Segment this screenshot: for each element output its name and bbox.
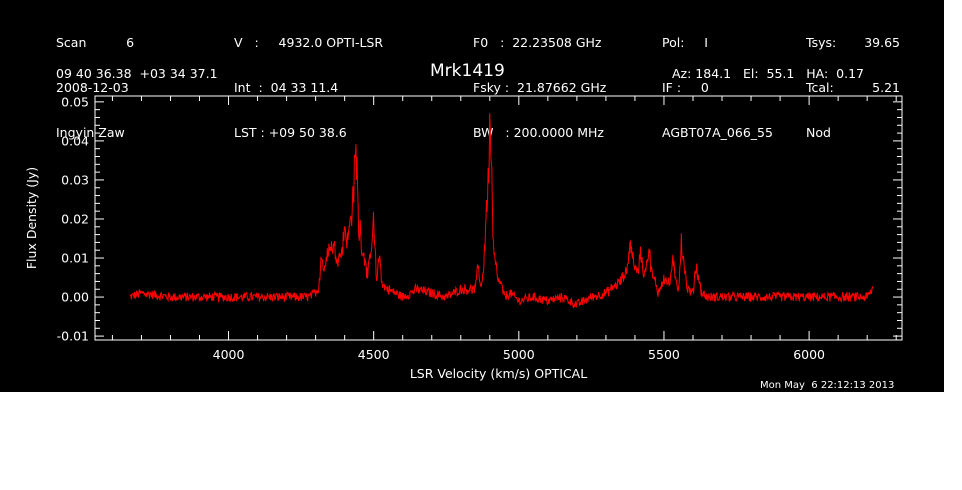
header-az-el-ha: Az: 184.1 El: 55.1 HA: 0.17 [672, 66, 865, 81]
header-tcal-label: Tcal: [806, 80, 834, 95]
y-tick-label: 0.00 [61, 290, 89, 305]
x-axis-ticks: 4000 4500 5000 5500 6000 [111, 96, 897, 362]
header-date: 2008-12-03 [56, 80, 129, 95]
header-coords: 09 40 36.38 +03 34 37.1 [56, 66, 218, 81]
y-tick-label: 0.03 [61, 172, 89, 187]
y-axis-label: Flux Density (Jy) [24, 167, 39, 269]
header-bandwidth: BW : 200.0000 MHz [473, 125, 604, 140]
header-col-velocity: V : 4932.0 OPTI-LSR Int : 04 33 11.4 LST… [234, 5, 383, 170]
x-tick-label: 4000 [213, 347, 245, 362]
header-fsky: Fsky : 21.87662 GHz [473, 80, 607, 95]
header-pol: Pol: I [662, 35, 708, 50]
x-tick-label: 6000 [793, 347, 825, 362]
header-integration: Int : 04 33 11.4 [234, 80, 339, 95]
x-axis-label: LSR Velocity (km/s) OPTICAL [410, 366, 587, 381]
header-project: AGBT07A_066_55 [662, 125, 773, 140]
header-tsys-value: 39.65 [864, 35, 900, 50]
header-col-pol: Pol: I IF : 0 AGBT07A_066_55 [662, 5, 773, 170]
header-scan: Scan 6 [56, 35, 135, 50]
x-tick-label: 5000 [503, 347, 535, 362]
y-tick-label: 0.01 [61, 251, 89, 266]
header-col-frequency: F0 : 22.23508 GHz Fsky : 21.87662 GHz BW… [473, 5, 606, 170]
header-if: IF : 0 [662, 80, 709, 95]
y-tick-label: -0.01 [57, 329, 89, 344]
y-axis-ticks: -0.01 0.00 0.01 0.02 0.03 0.04 0.05 [57, 94, 902, 344]
x-tick-label: 5500 [648, 347, 680, 362]
header-velocity: V : 4932.0 OPTI-LSR [234, 35, 384, 50]
header-f0: F0 : 22.23508 GHz [473, 35, 602, 50]
header-col-tsys: Tsys: Tcal: Nod [806, 5, 836, 170]
header-mode: Nod [806, 125, 831, 140]
header-observer: Ingyin Zaw [56, 125, 125, 140]
spectrum-chart: -0.01 0.00 0.01 0.02 0.03 0.04 0.05 4000 4500 50… [24, 94, 903, 381]
header-lst: LST : +09 50 38.6 [234, 125, 347, 140]
header-col-scan: Scan 6 2008-12-03 Ingyin Zaw [56, 5, 134, 170]
timestamp: Mon May 6 22:12:13 2013 [760, 380, 895, 391]
plot-window: Scan 6 2008-12-03 Ingyin Zaw V : 4932.0 … [0, 0, 944, 392]
header-tsys-label: Tsys: [806, 35, 837, 50]
header-col-tsys-values: 39.65 5.21 [846, 5, 900, 125]
x-tick-label: 4500 [358, 347, 390, 362]
y-tick-label: 0.02 [61, 211, 89, 226]
plot-axes-box [94, 95, 903, 341]
header-tcal-value: 5.21 [872, 80, 900, 95]
source-name: Mrk1419 [430, 61, 505, 81]
y-tick-label: 0.04 [61, 133, 89, 148]
y-tick-label: 0.05 [61, 94, 89, 109]
spectrum-trace [129, 113, 874, 309]
